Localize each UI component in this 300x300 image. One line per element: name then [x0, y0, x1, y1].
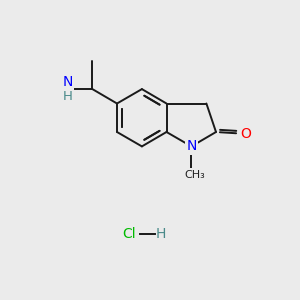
Text: H: H [63, 90, 72, 103]
Text: Cl: Cl [122, 227, 136, 241]
Text: CH₃: CH₃ [184, 170, 206, 180]
Text: N: N [62, 76, 73, 89]
Text: O: O [240, 127, 251, 140]
Text: N: N [186, 140, 197, 153]
Text: H: H [155, 227, 166, 241]
